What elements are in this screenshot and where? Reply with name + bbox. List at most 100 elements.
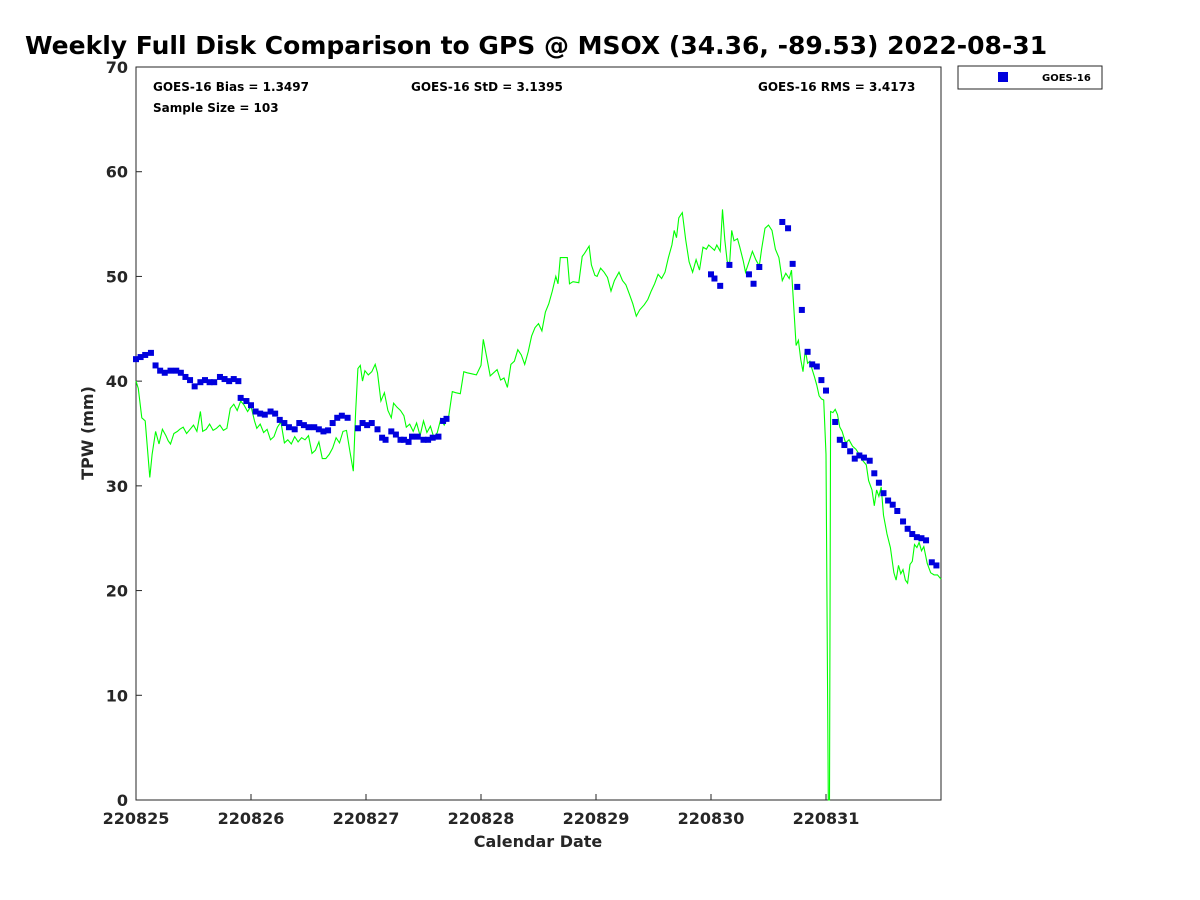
goes-16-point (928, 559, 935, 566)
goes-16-point (243, 398, 250, 405)
goes-16-point (789, 260, 796, 267)
goes-16-point (875, 479, 882, 486)
goes-16-point (794, 283, 801, 290)
x-axis: 220825 220826 220827 220828 220829 220830 2208… (103, 794, 860, 828)
goes-16-point (785, 225, 792, 232)
goes-16-point (320, 428, 327, 435)
goes-16-point (860, 454, 867, 461)
stat-bias: GOES-16 Bias = 1.3497 (153, 80, 309, 94)
y-tick-label: 50 (106, 267, 128, 286)
goes-16-point (300, 422, 307, 429)
goes-16-point (435, 433, 442, 440)
goes-16-point (276, 416, 283, 423)
goes-16-point (187, 377, 194, 384)
goes-16-point (197, 379, 204, 386)
goes-16-point (177, 369, 184, 376)
y-tick-label: 60 (106, 163, 128, 182)
x-tick-label: 220831 (793, 809, 860, 828)
goes-16-point (889, 501, 896, 508)
y-tick-label: 20 (106, 582, 128, 601)
goes-16-point (157, 367, 164, 374)
goes-16-point (425, 436, 432, 443)
goes-16-point (429, 434, 436, 441)
x-tick-label: 220825 (103, 809, 170, 828)
goes-16-point (711, 275, 718, 282)
goes-16-point (900, 518, 907, 525)
goes-16-point (414, 433, 421, 440)
goes-16-point (191, 383, 198, 390)
goes-16-point (750, 280, 757, 287)
goes-16-point (880, 490, 887, 497)
goes-16-point (836, 436, 843, 443)
goes-16-point (756, 264, 763, 271)
goes-16-point (420, 436, 427, 443)
goes-16-point (344, 414, 351, 421)
goes-16-point (851, 455, 858, 462)
goes-16-point (133, 356, 139, 363)
goes-16-point (909, 531, 916, 538)
goes-16-point (329, 420, 336, 427)
goes-16-point (206, 379, 213, 386)
goes-16-point (182, 373, 189, 380)
goes-16-point (885, 497, 892, 504)
goes-16-point (325, 427, 332, 434)
goes-16-point (173, 367, 180, 374)
goes-16-point (216, 373, 223, 380)
goes-16-point (161, 369, 168, 376)
goes-16-point (392, 431, 399, 438)
goes-16-point (142, 351, 149, 358)
goes-16-point (400, 436, 407, 443)
stat-std: GOES-16 StD = 3.1395 (411, 80, 563, 94)
goes-16-point (382, 436, 389, 443)
goes-16-point (388, 428, 395, 435)
plot-area (135, 66, 942, 801)
goes-16-point (338, 412, 345, 419)
goes-16-point (230, 376, 237, 383)
stat-sample-size: Sample Size = 103 (153, 101, 279, 115)
goes-16-point (252, 408, 259, 415)
goes-16-point (933, 562, 940, 569)
goes-16-point (285, 424, 292, 431)
goes-16-point (818, 377, 825, 384)
goes-16-point (866, 457, 873, 464)
goes-16-point (832, 418, 839, 425)
goes-16-point (281, 420, 288, 427)
goes-16-point (918, 535, 925, 542)
gps-series (135, 209, 942, 801)
goes-16-point (202, 377, 208, 384)
goes-16-point (856, 452, 863, 459)
goes-16-point (267, 408, 274, 415)
goes-16-point (315, 426, 322, 433)
goes-16-point (798, 306, 805, 313)
goes-16-point (368, 420, 375, 427)
goes-16-point (397, 436, 404, 443)
x-axis-label: Calendar Date (474, 832, 603, 851)
goes-16-point (221, 376, 228, 383)
goes-16-point (443, 415, 450, 422)
goes-16-point (409, 433, 415, 440)
goes-16-point (305, 424, 312, 431)
stat-rms: GOES-16 RMS = 3.4173 (758, 80, 915, 94)
x-tick-label: 220829 (563, 809, 630, 828)
goes-16-point (779, 218, 786, 225)
goes-16-point (226, 378, 233, 385)
goes-16-point (167, 367, 174, 374)
goes-16-point (374, 426, 381, 433)
goes-16-point (841, 442, 848, 449)
x-tick-label: 220827 (333, 809, 400, 828)
goes-16-point (894, 507, 901, 514)
goes-16-point (405, 438, 412, 445)
chart-title: Weekly Full Disk Comparison to GPS @ MSO… (25, 31, 1047, 60)
goes-16-point (923, 537, 930, 544)
goes-16-point (261, 411, 268, 418)
goes-16-point (147, 349, 154, 356)
goes-16-point (809, 361, 816, 368)
goes-16-series (133, 218, 940, 569)
goes-16-point (904, 525, 911, 532)
goes-16-point (804, 348, 811, 355)
goes-16-point (813, 363, 820, 370)
legend-marker-goes-16 (998, 72, 1008, 82)
goes-16-point (296, 420, 303, 427)
y-axis-label: TPW (mm) (78, 386, 97, 480)
